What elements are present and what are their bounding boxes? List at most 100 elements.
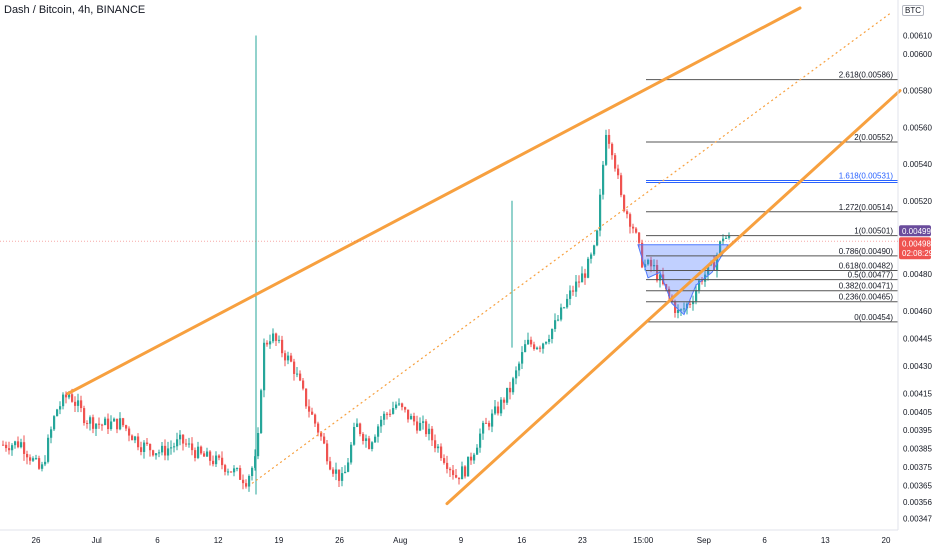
candle-body: [518, 363, 521, 371]
channel-line-lower: [445, 89, 902, 506]
candle-body: [137, 436, 140, 448]
price-tick-label: 0.00365: [903, 481, 932, 490]
candle-body: [713, 261, 716, 271]
candle-body: [500, 399, 503, 414]
candle-body: [8, 448, 11, 451]
candle-body: [389, 413, 392, 415]
candle-body: [23, 442, 26, 454]
candle-body: [419, 422, 422, 431]
candle-body: [203, 453, 206, 457]
candle-body: [332, 469, 335, 474]
candle-body: [122, 418, 125, 426]
price-tick-label: 0.00445: [903, 334, 932, 343]
candle-body: [26, 453, 29, 458]
candle-body: [185, 443, 188, 445]
candle-body: [725, 237, 728, 239]
candle-body: [191, 443, 194, 451]
price-tick-label: 0.00430: [903, 362, 932, 371]
candle-body: [41, 464, 44, 469]
candle-body: [44, 461, 47, 465]
candle-body: [104, 418, 107, 426]
candle-body: [236, 468, 239, 470]
candle-body: [530, 339, 533, 345]
candle-body: [410, 415, 413, 420]
price-axis[interactable]: 0.00610 0.00600 0.00580 0.00560 0.00540 0.005…: [903, 32, 932, 524]
candle-body: [455, 475, 458, 478]
candle-body: [470, 456, 473, 461]
candle-body: [680, 309, 683, 311]
candle-body: [356, 423, 359, 428]
candle-body: [299, 373, 302, 381]
fib-label: 1.272(0.00514): [839, 203, 894, 212]
candle-body: [305, 388, 308, 407]
fib-label: 1(0.00501): [854, 227, 893, 236]
fibonacci-levels[interactable]: 2.618(0.00586) 2(0.00552) 1.618(0.00531) 1.…: [646, 71, 898, 323]
candle-body: [434, 440, 437, 449]
price-tick-label: 0.00405: [903, 408, 932, 417]
candle-body: [569, 290, 572, 299]
candle-body: [158, 452, 161, 454]
countdown-text: 02:08:29: [902, 249, 932, 258]
time-tick-label: 19: [274, 536, 283, 545]
candle-body: [107, 418, 110, 430]
candle-body: [272, 333, 275, 342]
price-tick-label: 0.00560: [903, 123, 932, 132]
candle-body: [593, 245, 596, 255]
candle-body: [53, 416, 56, 430]
candle-body: [74, 401, 77, 406]
candle-body: [338, 469, 341, 481]
candle-body: [221, 457, 224, 466]
candle-body: [293, 361, 296, 374]
candle-body: [311, 411, 314, 415]
candle-body: [545, 341, 548, 344]
price-tick-label: 0.00415: [903, 390, 932, 399]
candle-body: [401, 403, 404, 408]
candle-body: [554, 320, 557, 329]
last-price-text: 0.00498: [902, 239, 931, 248]
candle-body: [620, 175, 623, 196]
candle-body: [521, 352, 524, 364]
price-tick-label: 0.00460: [903, 307, 932, 316]
candle-body: [458, 477, 461, 480]
candle-body: [224, 465, 227, 472]
candle-body: [587, 258, 590, 278]
candle-body: [431, 428, 434, 441]
candle-body: [641, 242, 644, 268]
candle-body: [353, 427, 356, 445]
candle-body: [611, 143, 614, 156]
time-axis[interactable]: 26 Jul 6 12 19 26 Aug 9 16 23 15:00 Sep 6 13 20: [32, 536, 891, 545]
candle-body: [392, 408, 395, 414]
time-tick-label: 15:00: [633, 536, 654, 545]
candle-body: [452, 470, 455, 476]
candle-body: [557, 319, 560, 321]
candle-body: [209, 451, 212, 461]
candle-body: [200, 446, 203, 454]
candle-body: [548, 338, 551, 342]
candle-body: [596, 230, 599, 246]
candle-body: [503, 399, 506, 403]
candle-body: [89, 417, 92, 424]
candle-body: [566, 298, 569, 308]
candle-body: [335, 469, 338, 474]
candle-body: [197, 446, 200, 458]
time-tick-label: 6: [155, 536, 160, 545]
candle-body: [617, 168, 620, 176]
wick-layer: [255, 35, 513, 495]
price-tick-label: 0.00580: [903, 87, 932, 96]
candle-body: [341, 473, 344, 481]
candle-body: [260, 390, 263, 433]
candle-body: [155, 453, 158, 456]
time-tick-label: 6: [762, 536, 767, 545]
candle-body: [599, 194, 602, 231]
trendlines[interactable]: [66, 6, 902, 506]
candle-body: [653, 265, 656, 267]
currency-badge[interactable]: BTC: [902, 5, 924, 16]
candle-body: [149, 443, 152, 451]
candle-body: [674, 301, 677, 313]
candle-body: [578, 281, 581, 283]
candle-body: [719, 241, 722, 255]
candle-body: [251, 467, 254, 477]
time-tick-label: 26: [335, 536, 344, 545]
fib-label: 2.618(0.00586): [839, 71, 894, 80]
